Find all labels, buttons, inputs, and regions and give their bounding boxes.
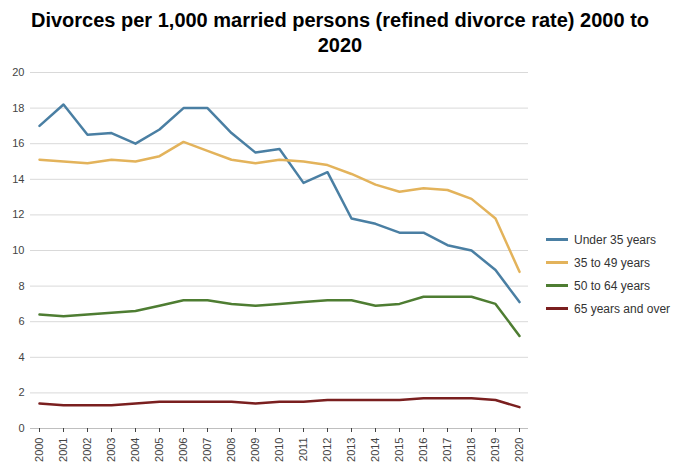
svg-text:14: 14 bbox=[12, 173, 24, 185]
svg-text:2010: 2010 bbox=[273, 438, 285, 462]
svg-text:2001: 2001 bbox=[57, 438, 69, 462]
svg-text:12: 12 bbox=[12, 208, 24, 220]
html-text:Divorces per 1,000 married per: Divorces per 1,000 married persons (refi… bbox=[31, 9, 649, 56]
svg-text:16: 16 bbox=[12, 137, 24, 149]
svg-text:2008: 2008 bbox=[225, 438, 237, 462]
svg-text:2003: 2003 bbox=[105, 438, 117, 462]
svg-text:2: 2 bbox=[18, 386, 24, 398]
svg-text:2007: 2007 bbox=[201, 438, 213, 462]
svg-text:2002: 2002 bbox=[81, 438, 93, 462]
svg-text:20: 20 bbox=[12, 66, 24, 78]
svg-text:2019: 2019 bbox=[489, 438, 501, 462]
svg-text:2004: 2004 bbox=[129, 438, 141, 462]
svg-text:10: 10 bbox=[12, 244, 24, 256]
svg-text:2015: 2015 bbox=[393, 438, 405, 462]
svg-text:2005: 2005 bbox=[153, 438, 165, 462]
html-text:65 years and over: 65 years and over bbox=[574, 301, 671, 316]
svg-text:2017: 2017 bbox=[441, 438, 453, 462]
html-text:50 to 64 years: 50 to 64 years bbox=[574, 278, 651, 293]
svg-text:2006: 2006 bbox=[177, 438, 189, 462]
svg-text:2000: 2000 bbox=[33, 438, 45, 462]
html-text:35 to 49 years: 35 to 49 years bbox=[574, 255, 651, 270]
svg-text:2014: 2014 bbox=[369, 438, 381, 462]
svg-text:2012: 2012 bbox=[321, 438, 333, 462]
svg-text:6: 6 bbox=[18, 315, 24, 327]
svg-text:2013: 2013 bbox=[345, 438, 357, 462]
svg-text:18: 18 bbox=[12, 102, 24, 114]
svg-text:2016: 2016 bbox=[417, 438, 429, 462]
svg-text:2011: 2011 bbox=[297, 438, 309, 462]
svg-text:2009: 2009 bbox=[249, 438, 261, 462]
svg-text:2020: 2020 bbox=[513, 438, 525, 462]
html-text:Under 35 years: Under 35 years bbox=[574, 232, 656, 247]
svg-text:8: 8 bbox=[18, 280, 24, 292]
svg-text:0: 0 bbox=[18, 422, 24, 434]
svg-text:4: 4 bbox=[18, 351, 24, 363]
svg-text:2018: 2018 bbox=[465, 438, 477, 462]
